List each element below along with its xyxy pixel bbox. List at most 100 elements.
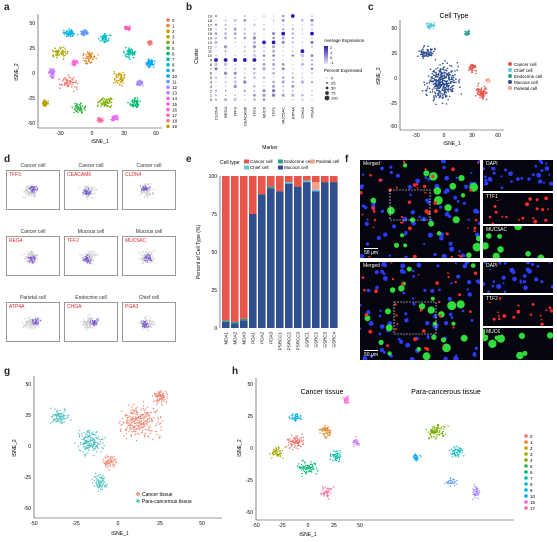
cell-point [300, 469, 303, 471]
cell-point [137, 417, 139, 419]
cell-point [154, 60, 156, 62]
cell-point [137, 427, 139, 430]
cell-point [281, 449, 284, 452]
cell-point [276, 454, 278, 456]
marker-label: TFF2 [252, 106, 257, 116]
cell-point [439, 64, 441, 66]
cell-point [135, 413, 137, 416]
legend-swatch [166, 107, 170, 112]
cell-point [25, 188, 27, 191]
cell-point [327, 498, 330, 500]
cell-point [58, 415, 60, 417]
cell-point [329, 429, 331, 431]
cell-point [62, 55, 65, 57]
expression-dot [244, 24, 246, 26]
cell-point [121, 417, 124, 420]
cell-point [142, 401, 144, 403]
cell-point [146, 252, 148, 254]
sample-label: PSRCC3 [295, 332, 300, 351]
cell-point [29, 253, 31, 255]
cell-point [319, 429, 321, 431]
cell-point [133, 53, 135, 55]
cell-point [31, 259, 33, 261]
red-signal [467, 227, 469, 229]
cell-point [89, 444, 91, 447]
cell-point [160, 398, 162, 400]
legend-label: 16 [172, 107, 178, 112]
cell-point [65, 35, 68, 38]
cell-point [324, 493, 326, 495]
cell-point [92, 445, 95, 447]
cell-point [164, 390, 167, 393]
red-signal [363, 288, 366, 292]
red-signal [422, 329, 426, 333]
cell-point [478, 94, 481, 96]
cell-point [435, 428, 437, 430]
cell-point [156, 409, 158, 412]
cell-point [325, 491, 327, 493]
cell-point [34, 186, 37, 188]
cell-point [122, 78, 124, 81]
nucleus [450, 282, 453, 285]
panel-label-c: c [368, 2, 374, 13]
cell-point [100, 118, 102, 120]
cell-point [132, 431, 134, 433]
feature-plot-title: Chief cell [138, 295, 160, 301]
sample-label: GSRC2 [313, 332, 318, 348]
cell-point [65, 79, 68, 81]
red-signal [407, 200, 412, 204]
cell-point [143, 419, 145, 421]
cell-point [292, 418, 294, 420]
cell-point [37, 316, 39, 319]
cell-point [306, 467, 308, 469]
expression-dot [311, 77, 313, 79]
cell-point [353, 440, 355, 442]
cell-point [90, 259, 92, 261]
cell-point [149, 261, 151, 263]
cell-point [470, 68, 473, 70]
cell-point [295, 416, 298, 418]
cell-point [155, 395, 157, 398]
cell-point [91, 478, 93, 480]
cell-point [433, 79, 436, 81]
cell-point [101, 485, 103, 487]
cell-point [154, 393, 156, 396]
cell-point [81, 30, 83, 33]
cell-point [143, 250, 145, 253]
nucleus [456, 357, 459, 360]
nucleus [397, 337, 401, 341]
cell-point [64, 48, 66, 50]
cell-point [434, 432, 437, 434]
cell-point [445, 84, 448, 86]
cell-point [439, 95, 441, 98]
cell-point [99, 35, 102, 38]
cell-point [475, 70, 477, 72]
cell-point [134, 419, 137, 421]
cell-point [424, 53, 426, 55]
cell-point [161, 399, 163, 401]
cell-point [309, 467, 312, 469]
cell-point [140, 321, 142, 323]
green-signal [496, 334, 505, 343]
cell-point [77, 62, 79, 64]
cell-point [82, 451, 84, 453]
cell-point [432, 25, 435, 27]
cell-point [97, 118, 100, 120]
feature-plot: Cancer cell REG4 [6, 229, 60, 276]
nucleus [402, 270, 406, 274]
cell-point [449, 87, 452, 89]
cell-point [466, 30, 469, 33]
cell-point [82, 446, 85, 448]
if-tag: Merged [362, 161, 381, 167]
cell-point [85, 186, 87, 188]
cell-point [448, 73, 451, 76]
expression-dot [215, 19, 217, 21]
green-signal [460, 193, 466, 198]
cell-point [301, 460, 303, 462]
legend-label: 11 [172, 79, 177, 84]
cell-point [109, 105, 111, 108]
cell-point [102, 474, 104, 476]
cell-point [102, 479, 105, 481]
cell-point [25, 259, 27, 261]
nucleus [375, 285, 379, 290]
